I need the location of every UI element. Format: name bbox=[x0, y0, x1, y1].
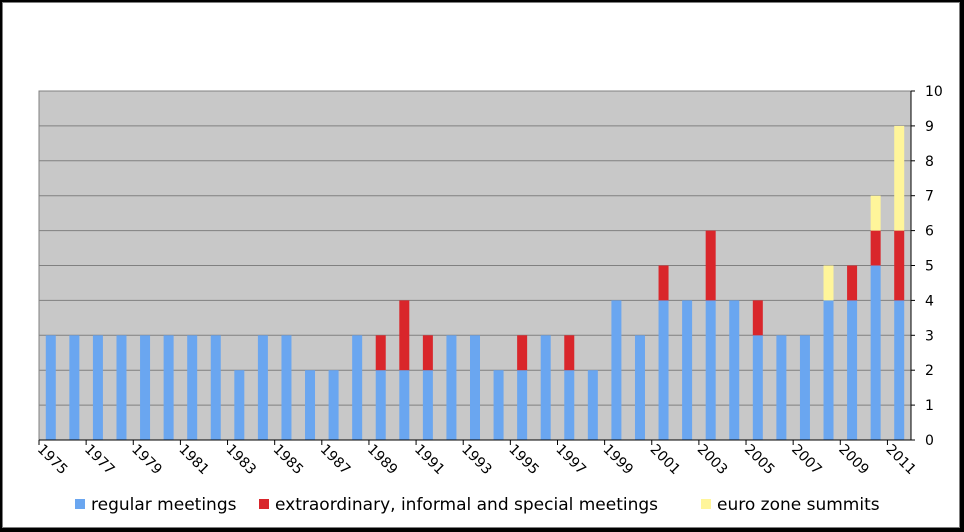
x-tick-label: 1985 bbox=[270, 442, 307, 479]
y-tick-label: 4 bbox=[925, 293, 934, 309]
x-axis-tick-labels: 1975 1977 1979 1981 1983 1985 1987 1989 1991 1993… bbox=[34, 442, 919, 479]
x-tick-label: 1987 bbox=[317, 442, 354, 479]
bar-1988-series-0 bbox=[352, 335, 363, 440]
bar-1991-series-0 bbox=[422, 370, 433, 440]
x-tick-label: 1989 bbox=[364, 442, 401, 479]
bar-2011-series-2 bbox=[894, 125, 905, 231]
bar-1989-series-0 bbox=[375, 370, 386, 440]
x-tick-label: 2005 bbox=[741, 442, 778, 479]
bar-1983-series-0 bbox=[234, 370, 245, 440]
bar-1994-series-0 bbox=[493, 370, 504, 440]
bar-1997-series-0 bbox=[564, 370, 575, 440]
bar-1992-series-0 bbox=[446, 335, 457, 440]
bar-1990-series-1 bbox=[399, 300, 410, 371]
x-tick-label: 2007 bbox=[788, 442, 825, 479]
bar-1985-series-0 bbox=[281, 335, 292, 440]
legend-label-1: extraordinary, informal and special meet… bbox=[275, 495, 658, 515]
bar-2004-series-0 bbox=[729, 300, 740, 440]
y-tick-label: 9 bbox=[925, 119, 934, 135]
bar-2002-series-0 bbox=[682, 300, 693, 440]
x-tick-label: 1999 bbox=[600, 442, 637, 479]
bar-1987-series-0 bbox=[328, 370, 339, 440]
bar-1991-series-1 bbox=[422, 335, 433, 371]
y-tick-label: 6 bbox=[925, 224, 934, 240]
x-tick-label: 1993 bbox=[458, 442, 495, 479]
x-tick-label: 1991 bbox=[411, 442, 448, 479]
bar-1997-series-1 bbox=[564, 335, 575, 371]
bar-1986-series-0 bbox=[305, 370, 316, 440]
bar-2007-series-0 bbox=[799, 335, 810, 440]
bar-2005-series-0 bbox=[752, 335, 763, 440]
bar-1996-series-0 bbox=[540, 335, 551, 440]
bar-1993-series-0 bbox=[470, 335, 480, 440]
bar-2009-series-1 bbox=[847, 265, 858, 301]
legend-label-2: euro zone summits bbox=[717, 495, 880, 515]
bar-2011-series-1 bbox=[894, 230, 905, 301]
bar-2010-series-2 bbox=[870, 195, 881, 231]
bar-2008-series-0 bbox=[823, 300, 834, 440]
bar-2000-series-0 bbox=[634, 335, 645, 440]
bar-1977-series-0 bbox=[92, 335, 103, 440]
bar-1984-series-0 bbox=[257, 335, 268, 440]
bar-2011-series-0 bbox=[894, 300, 905, 440]
bar-1979-series-0 bbox=[140, 335, 151, 440]
bars bbox=[45, 125, 905, 440]
y-tick-label: 2 bbox=[925, 363, 934, 379]
bar-2003-series-1 bbox=[705, 230, 716, 301]
x-tick-label: 1983 bbox=[222, 442, 259, 479]
bar-2006-series-0 bbox=[776, 335, 787, 440]
bar-1998-series-0 bbox=[587, 370, 598, 440]
legend-swatch-2 bbox=[701, 499, 711, 509]
bar-1978-series-0 bbox=[116, 335, 127, 440]
bar-1975-series-0 bbox=[45, 335, 56, 440]
bar-2009-series-0 bbox=[847, 300, 858, 440]
x-tick-label: 1977 bbox=[81, 442, 118, 479]
bar-2003-series-0 bbox=[705, 300, 716, 440]
bar-1976-series-0 bbox=[69, 335, 80, 440]
x-tick-label: 1981 bbox=[175, 442, 212, 479]
x-tick-label: 1975 bbox=[34, 442, 71, 479]
y-axis-tick-labels: 0 1 2 3 4 5 6 7 8 9 10 bbox=[925, 84, 943, 449]
bar-1982-series-0 bbox=[210, 335, 221, 440]
bar-1981-series-0 bbox=[187, 335, 198, 440]
legend: regular meetings extraordinary, informal … bbox=[75, 495, 880, 515]
y-tick-label: 7 bbox=[925, 189, 934, 205]
x-tick-label: 2001 bbox=[647, 442, 684, 479]
y-tick-label: 1 bbox=[925, 398, 934, 414]
legend-swatch-0 bbox=[75, 499, 85, 509]
bar-2005-series-1 bbox=[752, 300, 763, 336]
bar-1995-series-0 bbox=[517, 370, 528, 440]
bar-2001-series-1 bbox=[658, 265, 669, 301]
bar-2010-series-0 bbox=[870, 265, 881, 440]
bar-1990-series-0 bbox=[399, 370, 410, 440]
x-tick-label: 1995 bbox=[505, 442, 542, 479]
bar-1999-series-0 bbox=[611, 300, 622, 440]
y-tick-label: 8 bbox=[925, 154, 934, 170]
x-tick-label: 1997 bbox=[552, 442, 589, 479]
legend-label-0: regular meetings bbox=[91, 495, 237, 515]
stacked-bar-chart: 0 1 2 3 4 5 6 7 8 9 10 1975 1977 1979 1981 1983 1985 198… bbox=[34, 84, 943, 515]
y-tick-label: 10 bbox=[925, 84, 943, 100]
x-tick-label: 2011 bbox=[882, 442, 919, 479]
bar-2008-series-2 bbox=[823, 265, 834, 301]
y-tick-label: 5 bbox=[925, 259, 934, 275]
bar-1995-series-1 bbox=[517, 335, 528, 371]
gridlines bbox=[39, 125, 911, 406]
x-tick-label: 2009 bbox=[835, 442, 872, 479]
bar-2001-series-0 bbox=[658, 300, 669, 440]
axes bbox=[38, 90, 915, 445]
bar-2010-series-1 bbox=[870, 230, 881, 266]
y-tick-label: 3 bbox=[925, 328, 934, 344]
legend-swatch-1 bbox=[259, 499, 269, 509]
x-tick-label: 2003 bbox=[694, 442, 731, 479]
bar-1980-series-0 bbox=[163, 335, 174, 440]
bar-1989-series-1 bbox=[375, 335, 386, 371]
y-tick-label: 0 bbox=[925, 433, 934, 449]
x-tick-label: 1979 bbox=[128, 442, 165, 479]
